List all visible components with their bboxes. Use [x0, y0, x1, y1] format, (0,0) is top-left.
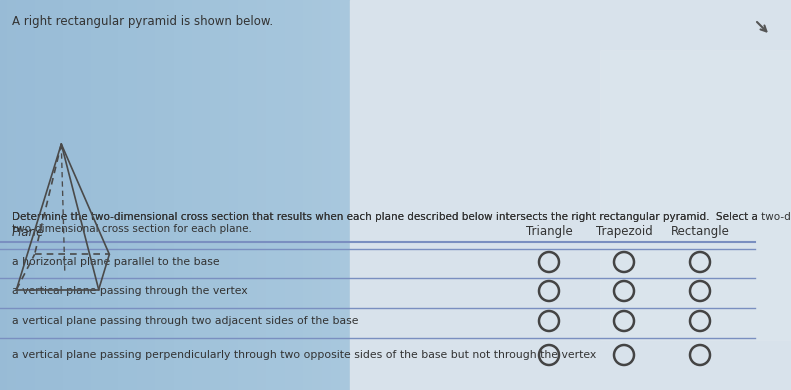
Text: Determine the two-dimensional cross section that results when each plane describ: Determine the two-dimensional cross sect…: [12, 212, 758, 234]
Bar: [350, 0, 791, 390]
Text: a vertical plane passing through two adjacent sides of the base: a vertical plane passing through two adj…: [12, 316, 358, 326]
Bar: [600, 50, 791, 340]
Text: A right rectangular pyramid is shown below.: A right rectangular pyramid is shown bel…: [12, 15, 273, 28]
Text: Trapezoid: Trapezoid: [596, 225, 653, 239]
Text: a horizontal plane parallel to the base: a horizontal plane parallel to the base: [12, 257, 220, 267]
Text: Rectangle: Rectangle: [671, 225, 729, 239]
Text: Triangle: Triangle: [526, 225, 573, 239]
Text: a vertical plane passing perpendicularly through two opposite sides of the base : a vertical plane passing perpendicularly…: [12, 350, 596, 360]
Text: Plane: Plane: [12, 225, 44, 239]
Text: a vertical plane passing through the vertex: a vertical plane passing through the ver…: [12, 286, 248, 296]
Text: Determine the two-dimensional cross section that results when each plane describ: Determine the two-dimensional cross sect…: [12, 212, 791, 222]
